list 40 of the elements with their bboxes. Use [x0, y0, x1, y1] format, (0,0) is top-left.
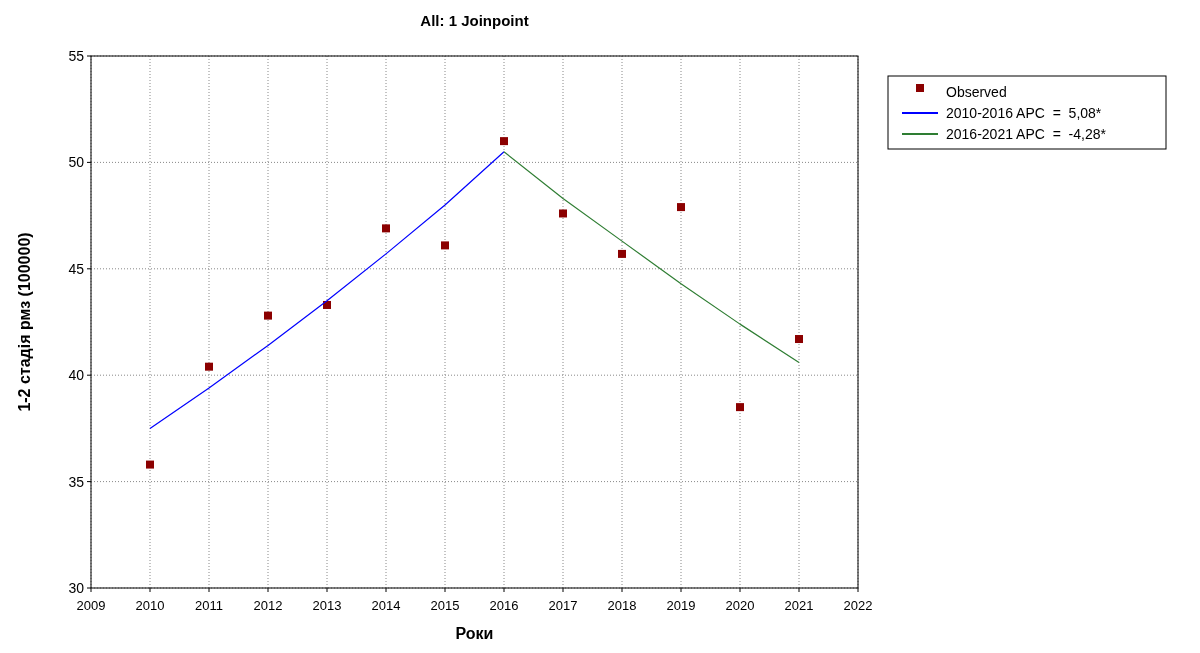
legend-label: 2016-2021 APC = -4,28*: [946, 126, 1107, 142]
point: [382, 224, 390, 233]
point: [618, 249, 626, 258]
point: [441, 241, 449, 250]
x-tick-label: 2022: [843, 598, 873, 613]
y-tick-label: 30: [68, 580, 85, 596]
x-tick-label: 2013: [312, 598, 342, 613]
x-tick-label: 2019: [666, 598, 696, 613]
x-tick-label: 2018: [607, 598, 637, 613]
y-tick-label: 40: [68, 367, 85, 384]
x-axis-title: Роки: [455, 625, 494, 642]
chart-title: All: 1 Joinpoint: [420, 12, 529, 29]
point: [264, 311, 272, 320]
point: [559, 209, 567, 218]
point: [795, 335, 803, 344]
x-tick-label: 2016: [489, 598, 519, 613]
point: [736, 403, 744, 412]
line-series: [149, 151, 505, 429]
y-axis-title: 1-2 стадія рмз (100000): [16, 232, 33, 412]
legend-label: 2010-2016 APC = 5,08*: [946, 105, 1102, 121]
x-tick-label: 2021: [784, 598, 814, 613]
x-tick-label: 2011: [195, 598, 223, 613]
legend-label: Observed: [946, 84, 1007, 100]
point: [205, 362, 213, 371]
y-tick-label: 45: [68, 260, 85, 277]
point: [146, 460, 154, 469]
x-tick-label: 2009: [76, 598, 106, 613]
y-tick-label: 55: [68, 48, 85, 64]
x-tick-label: 2020: [725, 598, 755, 613]
x-tick-label: 2010: [135, 598, 165, 613]
y-tick-label: 35: [68, 473, 85, 490]
point: [323, 300, 331, 309]
point: [500, 137, 508, 146]
x-tick-label: 2012: [253, 598, 283, 613]
point: [677, 203, 685, 212]
x-tick-label: 2014: [371, 598, 401, 613]
line-series: [503, 151, 800, 364]
x-tick-label: 2015: [430, 598, 460, 613]
y-tick-label: 50: [68, 154, 85, 171]
x-tick-label: 2017: [548, 598, 578, 613]
